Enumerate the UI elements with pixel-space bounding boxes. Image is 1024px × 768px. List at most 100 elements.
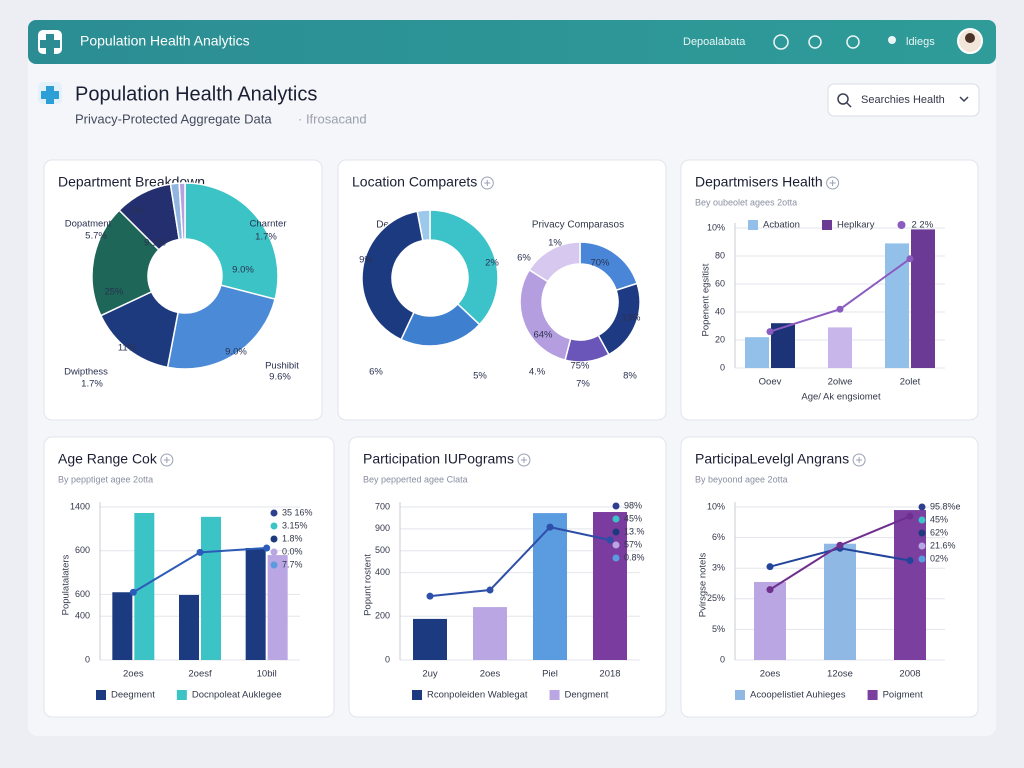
donut-slice <box>528 241 581 283</box>
nav-link[interactable]: ldiegs <box>906 36 935 48</box>
y-tick-label: 20 <box>715 334 725 344</box>
x-tick-label: 2oes <box>123 669 144 680</box>
x-tick-label: Piel <box>542 669 558 680</box>
bar <box>745 337 769 368</box>
page-subtitle-note: · Ifrosacand <box>298 111 367 126</box>
dropdown-arrow <box>959 96 969 103</box>
slice-label: Dopatment <box>65 219 112 230</box>
bar <box>593 512 627 660</box>
bar <box>245 547 266 660</box>
legend-swatch <box>748 220 758 230</box>
annotation: 0.8% <box>624 552 645 562</box>
y-tick-label: 600 <box>75 589 90 599</box>
slice-label: 75% <box>570 361 590 372</box>
annotation: 3.15% <box>282 520 308 530</box>
slice-label: 9.0% <box>232 265 254 276</box>
legend-label: Rconpoleiden Wablegat <box>427 690 528 701</box>
annotation: 45% <box>624 513 642 523</box>
info-icon <box>826 176 840 190</box>
chart-subtitle: By beyoond agee 2otta <box>695 474 788 484</box>
annotation: 95.8%e <box>930 501 961 511</box>
y-tick-label: 80 <box>715 250 725 260</box>
chart-title: Participation IUPograms <box>363 451 514 467</box>
annotation: 02% <box>930 553 948 563</box>
legend-swatch <box>549 690 560 700</box>
x-tick-label: 2oes <box>760 669 781 680</box>
annotation-dot <box>612 515 620 523</box>
info-icon <box>520 457 527 463</box>
annotation: 1.8% <box>282 533 303 543</box>
avatar-face <box>965 33 975 43</box>
line-point <box>546 523 554 531</box>
y-tick-label: 3% <box>712 563 725 573</box>
slice-label: 2% <box>131 206 145 217</box>
legend-label: 2 2% <box>911 220 933 231</box>
bar <box>911 229 935 368</box>
y-tick-label: 600 <box>75 545 90 555</box>
panel-title: Privacy Comparasos <box>532 220 624 231</box>
x-tick-label: 12ose <box>827 669 853 680</box>
slice-label: 2% <box>485 258 499 269</box>
annotation: 21.6% <box>930 540 956 550</box>
y-tick-label: 25% <box>707 593 725 603</box>
y-axis-label: Popunt rostent <box>363 554 374 616</box>
chart-title: Departmisers Health <box>695 174 823 190</box>
annotation: 57% <box>624 539 642 549</box>
slice-label: 9.0% <box>225 347 247 358</box>
y-tick-label: 0 <box>720 654 725 664</box>
annotation-dot <box>918 555 926 563</box>
annotation-dot <box>918 516 926 524</box>
search-text[interactable]: Searchies Health <box>861 94 945 106</box>
icon-button[interactable] <box>773 34 789 50</box>
y-tick-label: 700 <box>375 501 390 511</box>
line-point <box>263 544 271 552</box>
legend-swatch <box>735 690 745 700</box>
y-tick-label: 60 <box>715 278 725 288</box>
annotation-dot <box>612 502 620 510</box>
slice-label: 9.1% <box>144 238 166 249</box>
slice-label: 4.% <box>529 367 546 378</box>
page-title: Population Health Analytics <box>75 83 317 105</box>
x-axis-label: Age/ Ak engsiomet <box>801 392 881 403</box>
slice-label: 6% <box>517 253 531 264</box>
search-box[interactable] <box>827 83 980 117</box>
donut-slice <box>429 209 499 326</box>
x-tick-label: 2008 <box>899 669 920 680</box>
donut-slice <box>166 284 276 370</box>
line-point <box>129 588 137 596</box>
bar <box>533 513 567 660</box>
y-tick-label: 400 <box>75 611 90 621</box>
x-tick-label: 2uy <box>422 669 438 680</box>
y-tick-label: 0 <box>385 654 390 664</box>
slice-label: 5.7% <box>85 231 107 242</box>
users-icon[interactable] <box>888 36 896 44</box>
line-point <box>426 592 434 600</box>
line-point <box>766 563 774 571</box>
chart-subtitle: By pepptiget agee 2otta <box>58 474 153 484</box>
chart-subtitle: Bey pepperted agee Clata <box>363 474 468 484</box>
search-icon <box>837 93 849 105</box>
info-icon <box>829 180 836 186</box>
y-axis-label: Populatalaters <box>61 554 72 615</box>
icon-button[interactable] <box>808 35 822 49</box>
slice-label: 11% <box>118 343 137 354</box>
line-point <box>766 328 774 336</box>
chart-title: ParticipaLevelgl Angrans <box>695 451 849 467</box>
y-tick-label: 200 <box>375 611 390 621</box>
annotation-dot <box>918 529 926 537</box>
info-icon <box>480 176 494 190</box>
bar <box>754 581 786 660</box>
slice-label: Charnter <box>250 219 287 230</box>
annotation-dot <box>612 541 620 549</box>
annotation: 7.7% <box>282 559 303 569</box>
icon-button[interactable] <box>846 35 860 49</box>
x-tick-label: 2olwe <box>828 377 853 388</box>
x-tick-label: 2018 <box>599 669 620 680</box>
donut-slice <box>91 209 160 317</box>
legend-swatch <box>96 690 106 700</box>
annotation: 98% <box>624 500 642 510</box>
line-point <box>196 548 204 556</box>
bar <box>112 592 133 660</box>
nav-link[interactable]: Depoalabata <box>683 36 746 48</box>
bar <box>267 555 288 660</box>
